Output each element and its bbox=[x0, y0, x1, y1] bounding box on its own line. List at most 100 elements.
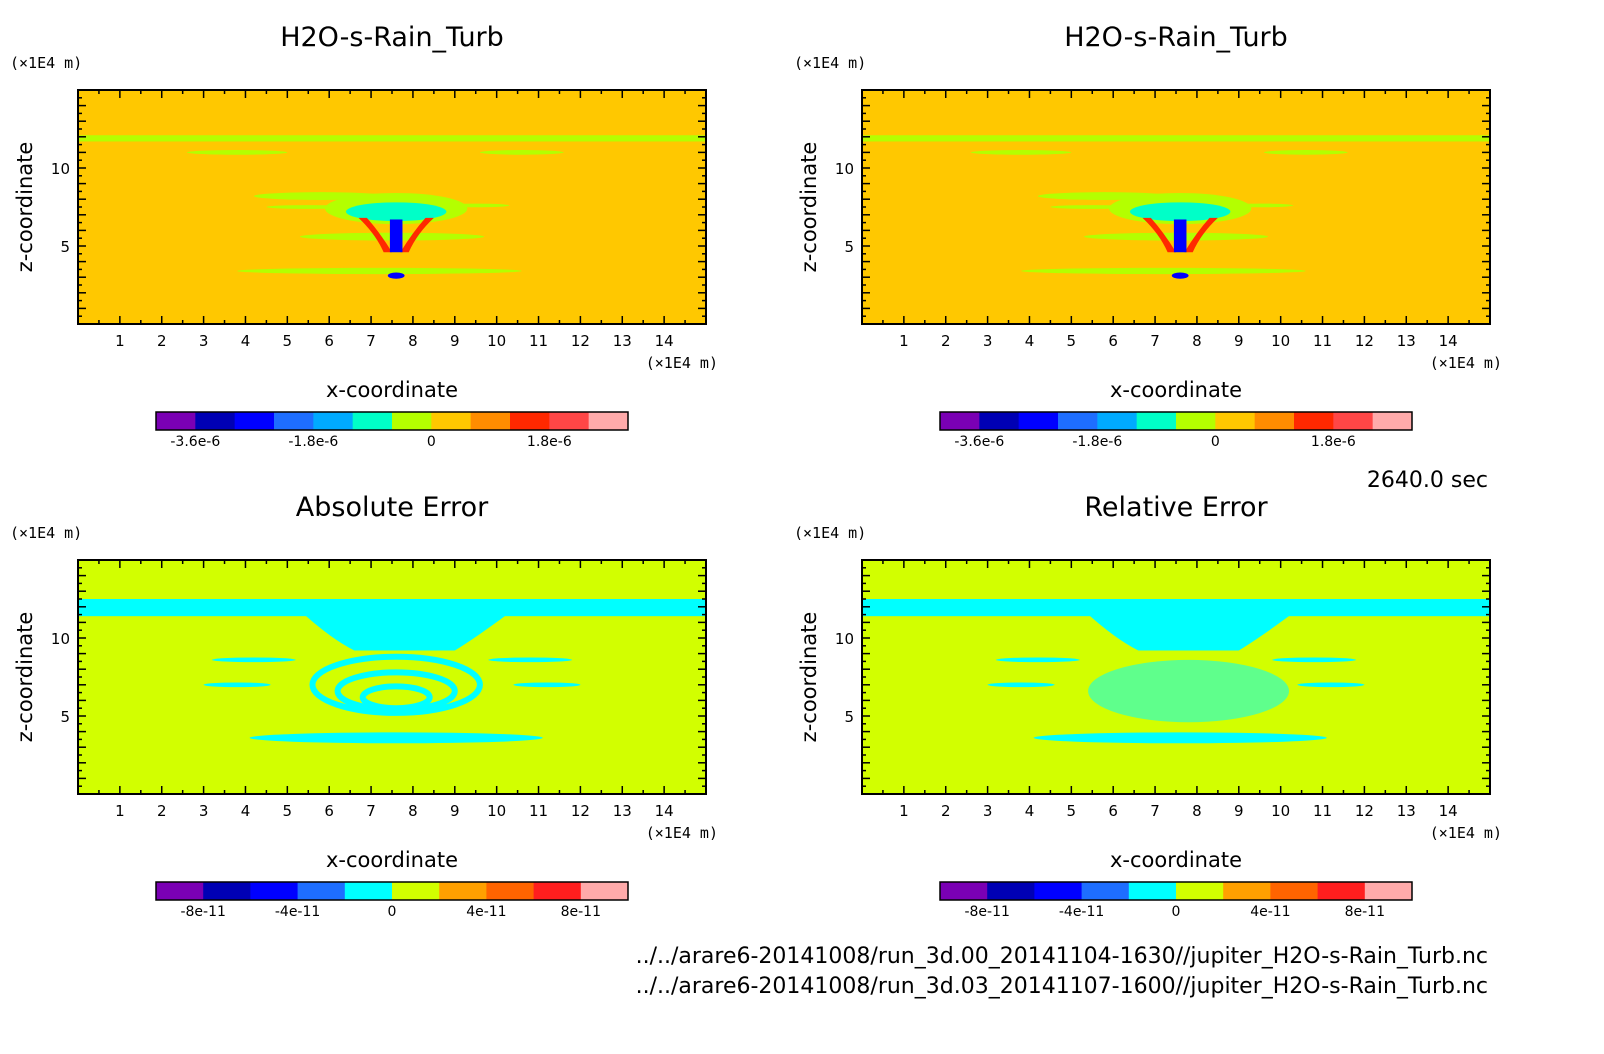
colorbar: -3.6e-6 -1.8e-6 0 1.8e-6 bbox=[939, 411, 1413, 450]
field-upper-layer bbox=[78, 135, 706, 142]
error-ring bbox=[309, 653, 483, 716]
x-tick-label: 13 bbox=[613, 332, 632, 350]
x-tick-label: 9 bbox=[1234, 802, 1244, 820]
colorbar-swatch bbox=[549, 412, 590, 430]
colorbar-swatch bbox=[1223, 882, 1271, 900]
x-tick-label: 14 bbox=[655, 802, 674, 820]
error-background bbox=[78, 560, 706, 794]
x-tick-label: 3 bbox=[983, 802, 993, 820]
colorbar-swatch bbox=[1215, 412, 1256, 430]
y-axis-label: z-coordinate bbox=[13, 142, 37, 273]
colorbar-label: -4e-11 bbox=[275, 904, 320, 920]
colorbar-swatch bbox=[1018, 412, 1059, 430]
colorbar-swatch bbox=[1034, 882, 1083, 900]
y-tick-label: 10 bbox=[835, 630, 854, 648]
plot-content bbox=[78, 90, 706, 324]
colorbar-swatch bbox=[195, 412, 236, 430]
field-streak bbox=[237, 267, 522, 275]
x-unit-label: (×1E4 m) bbox=[646, 824, 718, 842]
plot-content bbox=[862, 560, 1490, 794]
x-tick-label: 6 bbox=[324, 332, 334, 350]
error-blob bbox=[1088, 659, 1290, 723]
colorbar-swatch bbox=[1176, 882, 1224, 900]
field-streak bbox=[186, 150, 288, 155]
colorbar-label: 8e-11 bbox=[1345, 904, 1385, 920]
colorbar-swatch bbox=[234, 412, 275, 430]
colorbar-label: 0 bbox=[1211, 434, 1220, 450]
x-tick-label: 5 bbox=[1067, 802, 1077, 820]
colorbar-swatch bbox=[250, 882, 299, 900]
x-tick-label: 13 bbox=[613, 802, 632, 820]
x-tick-label: 9 bbox=[450, 332, 460, 350]
x-tick-label: 1 bbox=[115, 802, 125, 820]
x-tick-label: 7 bbox=[366, 332, 376, 350]
colorbar-swatch bbox=[297, 882, 346, 900]
colorbar-swatch bbox=[439, 882, 487, 900]
colorbar-label: -8e-11 bbox=[180, 904, 225, 920]
colorbar-swatch bbox=[987, 882, 1035, 900]
x-tick-label: 1 bbox=[115, 332, 125, 350]
x-tick-label: 13 bbox=[1397, 332, 1416, 350]
colorbar-label: 0 bbox=[388, 904, 397, 920]
error-funnel bbox=[295, 606, 518, 651]
x-tick-label: 5 bbox=[283, 802, 293, 820]
field-upper-layer bbox=[862, 135, 1490, 142]
field-streak bbox=[970, 150, 1072, 155]
x-unit-label: (×1E4 m) bbox=[1430, 824, 1502, 842]
error-ring bbox=[359, 683, 433, 712]
colorbar-label: 4e-11 bbox=[466, 904, 506, 920]
error-streak bbox=[203, 682, 271, 688]
plume-arm-right bbox=[1184, 217, 1218, 253]
x-tick-label: 13 bbox=[1397, 802, 1416, 820]
plot-content bbox=[862, 90, 1490, 324]
x-tick-label: 6 bbox=[1108, 332, 1118, 350]
colorbar: -3.6e-6 -1.8e-6 0 1.8e-6 bbox=[155, 411, 629, 450]
field-streak bbox=[1021, 267, 1306, 275]
colorbar-swatch bbox=[1294, 412, 1334, 430]
plume-core bbox=[389, 219, 403, 253]
x-tick-label: 5 bbox=[283, 332, 293, 350]
x-axis-label: x-coordinate bbox=[1110, 378, 1242, 402]
plot-content bbox=[78, 560, 706, 794]
colorbar-swatch bbox=[588, 412, 629, 430]
x-tick-label: 7 bbox=[1150, 802, 1160, 820]
field-streak bbox=[479, 150, 564, 155]
colorbar-swatch bbox=[431, 412, 472, 430]
error-streak bbox=[995, 657, 1080, 663]
x-tick-label: 4 bbox=[241, 332, 251, 350]
colorbar-swatch bbox=[203, 882, 251, 900]
colorbar-swatch bbox=[1081, 882, 1130, 900]
colorbar-swatch bbox=[979, 412, 1020, 430]
x-tick-label: 11 bbox=[529, 332, 548, 350]
colorbar-swatch bbox=[352, 412, 393, 430]
y-tick-label: 10 bbox=[51, 160, 70, 178]
colorbar-swatch bbox=[392, 882, 440, 900]
y-tick-label: 5 bbox=[60, 708, 70, 726]
plume-cap-inner bbox=[1129, 202, 1231, 222]
x-unit-label: (×1E4 m) bbox=[1430, 354, 1502, 372]
colorbar-label: 1.8e-6 bbox=[1311, 434, 1356, 450]
colorbar-swatch bbox=[510, 412, 550, 430]
colorbar-swatch bbox=[486, 882, 535, 900]
colorbar-label: -3.6e-6 bbox=[954, 434, 1004, 450]
x-axis-label: x-coordinate bbox=[326, 378, 458, 402]
colorbar-frame bbox=[939, 411, 1413, 431]
plume-base bbox=[1171, 272, 1189, 279]
x-tick-label: 3 bbox=[199, 802, 209, 820]
x-axis-label: x-coordinate bbox=[1110, 848, 1242, 872]
x-tick-label: 2 bbox=[941, 332, 951, 350]
colorbar-swatch bbox=[156, 882, 204, 900]
x-tick-label: 4 bbox=[241, 802, 251, 820]
y-tick-label: 5 bbox=[844, 708, 854, 726]
x-tick-label: 10 bbox=[1271, 332, 1290, 350]
x-tick-label: 1 bbox=[899, 802, 909, 820]
colorbar-swatch bbox=[940, 882, 988, 900]
error-streak bbox=[513, 682, 581, 688]
colorbar-swatch bbox=[1333, 412, 1374, 430]
colorbar-swatch bbox=[1128, 882, 1177, 900]
x-axis-label: x-coordinate bbox=[326, 848, 458, 872]
plume-arm-right bbox=[400, 217, 434, 253]
x-tick-label: 12 bbox=[571, 332, 590, 350]
panels: 1 2 3 4 5 6 7 8 9 10 11 12 13 14510H2O-s-Rain_Turb(×1… bbox=[10, 22, 1502, 920]
x-tick-label: 3 bbox=[983, 332, 993, 350]
